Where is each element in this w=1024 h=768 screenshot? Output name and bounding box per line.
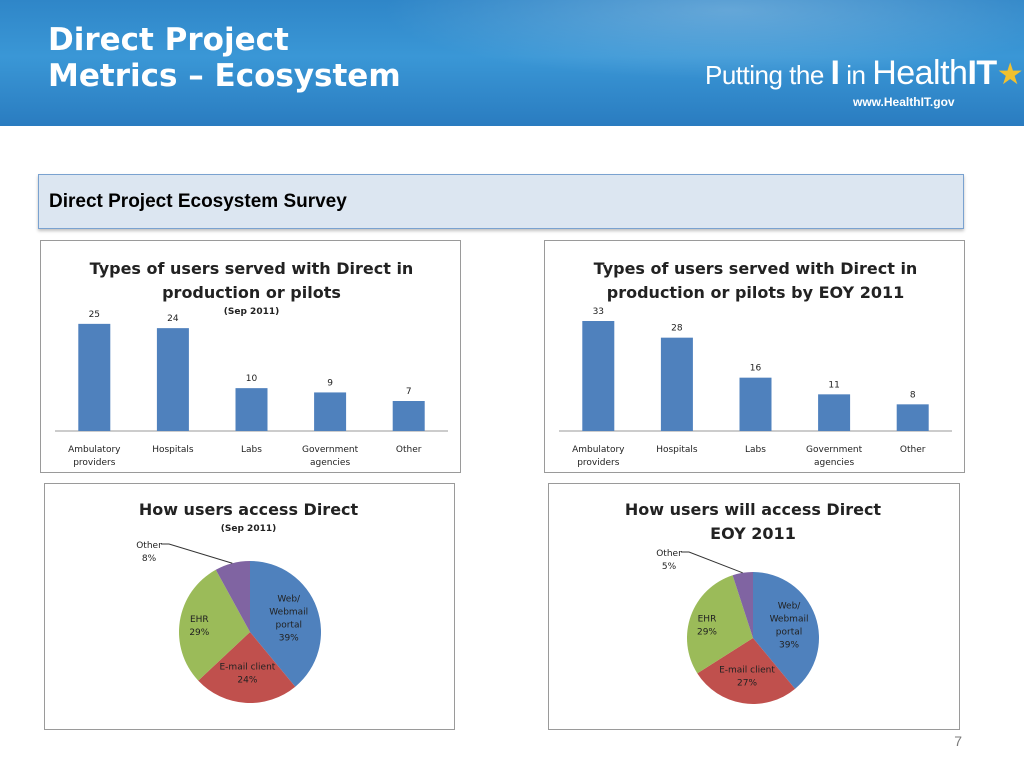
x-tick-label-0-1: providers bbox=[577, 458, 619, 468]
logo-text-e: IT bbox=[967, 54, 997, 92]
bar-chart-eoy-2011: Types of users served with Direct in prod… bbox=[559, 259, 952, 468]
slide-title: Direct Project Metrics – Ecosystem bbox=[48, 22, 401, 94]
bar-3 bbox=[818, 394, 851, 431]
bar-value-label-4: 8 bbox=[910, 390, 916, 400]
x-tick-label-3-0: Government bbox=[806, 445, 863, 455]
x-tick-label-0-0: Ambulatory bbox=[572, 445, 625, 455]
bar-chart-panel-eoy-2011: Types of users served with Direct in prod… bbox=[544, 240, 965, 473]
x-tick-label-1-0: Hospitals bbox=[152, 445, 194, 455]
pie-label-0-3: 39% bbox=[279, 634, 299, 644]
bar-1 bbox=[156, 328, 189, 431]
pie-label-0-2: portal bbox=[276, 621, 302, 631]
bar-0 bbox=[78, 323, 111, 431]
chart-subtitle: (Sep 2011) bbox=[221, 524, 276, 534]
pie-label-0-1: Webmail bbox=[770, 615, 809, 625]
logo-text-b: I bbox=[830, 54, 840, 92]
pie-slice-0 bbox=[753, 572, 819, 689]
x-tick-label-4-0: Other bbox=[900, 445, 926, 455]
bar-4 bbox=[896, 404, 929, 431]
section-heading-box: Direct Project Ecosystem Survey bbox=[38, 174, 964, 229]
pie-label-0-0: Web/ bbox=[277, 595, 301, 605]
slide-title-line2: Metrics – Ecosystem bbox=[48, 58, 401, 94]
logo-url: www.HealthIT.gov bbox=[853, 95, 955, 109]
logo-wordmark: Putting the I in HealthIT★ bbox=[705, 54, 1024, 93]
chart-title-line1: How users access Direct bbox=[139, 500, 359, 519]
pie-label-2-1: 29% bbox=[697, 628, 717, 638]
pie-chart-panel-eoy-2011: How users will access Direct EOY 2011 Web/… bbox=[548, 483, 960, 730]
bar-value-label-3: 11 bbox=[828, 380, 839, 390]
bar-2 bbox=[739, 377, 772, 431]
page-number: 7 bbox=[954, 733, 962, 749]
pie-label-3-0: Other bbox=[136, 541, 162, 551]
bar-value-label-0: 33 bbox=[593, 307, 604, 317]
pie-label-2-0: EHR bbox=[698, 615, 717, 625]
section-heading: Direct Project Ecosystem Survey bbox=[49, 191, 347, 212]
chart-title-line1: Types of users served with Direct in bbox=[90, 259, 414, 278]
bar-0 bbox=[582, 321, 615, 431]
pie-label-3-0: Other bbox=[656, 549, 682, 559]
x-tick-label-2-0: Labs bbox=[241, 445, 262, 455]
pie-label-2-0: EHR bbox=[190, 615, 209, 625]
x-tick-label-1-0: Hospitals bbox=[656, 445, 698, 455]
bar-chart-sep-2011: Types of users served with Direct in prod… bbox=[55, 259, 448, 468]
pie-label-3-1: 5% bbox=[662, 562, 677, 572]
pie-label-0-3: 39% bbox=[779, 641, 799, 651]
chart-title-line1: Types of users served with Direct in bbox=[594, 259, 918, 278]
slide-header: Direct Project Metrics – Ecosystem Putti… bbox=[0, 0, 1024, 126]
pie-leader-line-3 bbox=[161, 543, 233, 564]
chart-title-line1: How users will access Direct bbox=[625, 500, 882, 519]
chart-subtitle: (Sep 2011) bbox=[224, 307, 279, 317]
x-tick-label-3-1: agencies bbox=[310, 458, 350, 468]
header-shine bbox=[380, 0, 1024, 80]
pie-label-2-1: 29% bbox=[189, 628, 209, 638]
pie-chart-eoy-2011: How users will access Direct EOY 2011 Web/… bbox=[625, 500, 882, 704]
logo-text-a: Putting the bbox=[705, 60, 831, 90]
pie-label-1-0: E-mail client bbox=[719, 665, 775, 675]
chart-title-line2: production or pilots bbox=[162, 283, 341, 302]
logo-text-c: in bbox=[839, 60, 873, 90]
pie-label-1-1: 24% bbox=[237, 676, 257, 686]
pie-label-0-2: portal bbox=[776, 628, 802, 638]
bar-value-label-2: 10 bbox=[246, 374, 258, 384]
bar-value-label-3: 9 bbox=[327, 378, 333, 388]
slide-title-line1: Direct Project bbox=[48, 22, 289, 58]
star-icon: ★ bbox=[996, 58, 1024, 91]
pie-slice-2 bbox=[687, 575, 753, 674]
pie-label-1-1: 27% bbox=[737, 678, 757, 688]
pie-label-0-0: Web/ bbox=[778, 602, 802, 612]
x-tick-label-0-0: Ambulatory bbox=[68, 445, 121, 455]
bar-value-label-1: 28 bbox=[671, 324, 683, 334]
pie-label-0-1: Webmail bbox=[269, 608, 308, 618]
chart-title-line2: EOY 2011 bbox=[710, 524, 796, 543]
x-tick-label-3-1: agencies bbox=[814, 458, 854, 468]
pie-label-3-1: 8% bbox=[142, 554, 157, 564]
x-tick-label-2-0: Labs bbox=[745, 445, 766, 455]
healthit-logo: Putting the I in HealthIT★ www.HealthIT.… bbox=[705, 54, 1024, 109]
pie-slice-1 bbox=[198, 632, 296, 703]
bar-value-label-1: 24 bbox=[167, 314, 179, 324]
logo-text-d: Health bbox=[872, 54, 968, 92]
x-tick-label-3-0: Government bbox=[302, 445, 359, 455]
pie-label-1-0: E-mail client bbox=[220, 663, 276, 673]
x-tick-label-0-1: providers bbox=[73, 458, 115, 468]
pie-slice-2 bbox=[178, 569, 250, 681]
x-tick-label-4-0: Other bbox=[396, 445, 422, 455]
bar-1 bbox=[660, 337, 693, 431]
pie-slice-1 bbox=[697, 638, 796, 704]
bar-value-label-4: 7 bbox=[406, 387, 412, 397]
bar-3 bbox=[314, 392, 347, 431]
pie-chart-panel-sep-2011: How users access Direct (Sep 2011) Web/Web… bbox=[44, 483, 455, 730]
pie-slice-0 bbox=[250, 561, 322, 687]
bar-value-label-0: 25 bbox=[89, 310, 100, 320]
pie-slice-3 bbox=[732, 572, 753, 638]
bar-2 bbox=[235, 388, 268, 431]
bar-value-label-2: 16 bbox=[750, 364, 762, 374]
pie-chart-sep-2011: How users access Direct (Sep 2011) Web/Web… bbox=[136, 500, 359, 703]
pie-slice-3 bbox=[215, 561, 250, 632]
pie-leader-line-3 bbox=[681, 551, 743, 574]
chart-title-line2: production or pilots by EOY 2011 bbox=[607, 283, 904, 302]
bar-4 bbox=[392, 401, 425, 431]
bar-chart-panel-sep-2011: Types of users served with Direct in prod… bbox=[40, 240, 461, 473]
